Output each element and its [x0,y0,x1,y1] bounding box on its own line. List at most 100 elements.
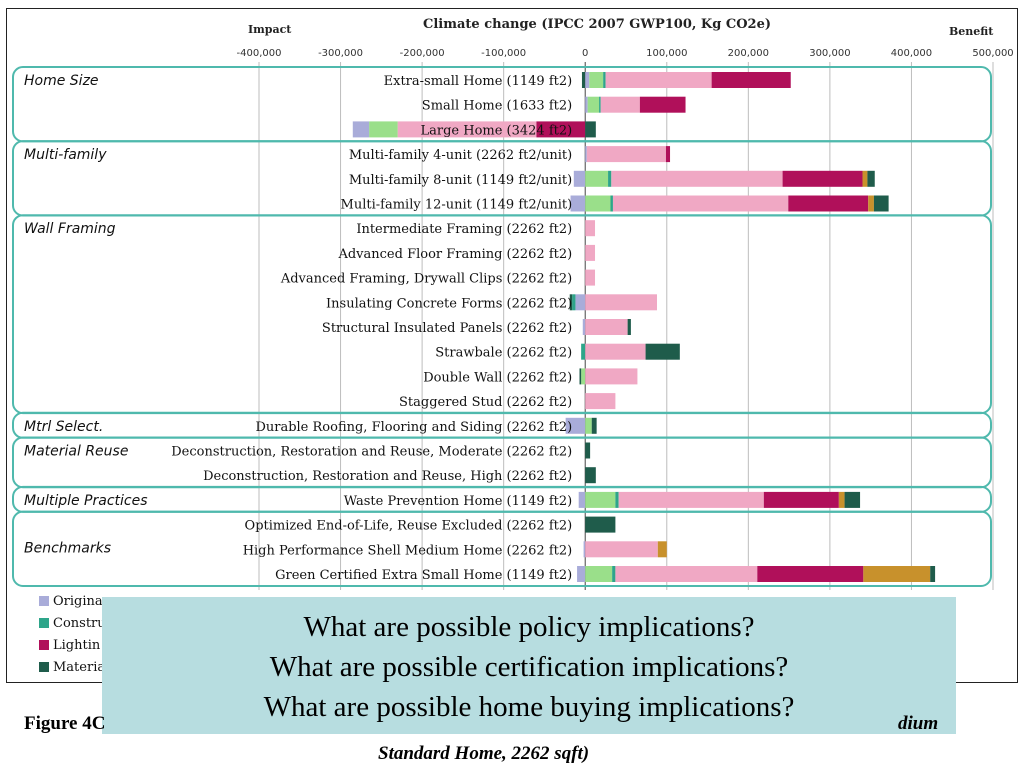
bar-segment [585,72,590,88]
group-label: Material Reuse [24,444,128,460]
bar-segment [585,195,611,212]
bar-segment [639,96,686,113]
bar-segment [585,146,587,163]
row-label: Insulating Concrete Forms (2262 ft2) [326,296,572,311]
bar-segment [763,491,839,508]
bar-segment [585,121,596,138]
bar-segment [581,368,586,385]
row-label: Large Home (3424 ft2) [420,123,572,138]
bar-segment [585,491,616,508]
group-box [12,510,992,588]
bar-segment [583,541,586,558]
bar-segment [578,491,586,508]
bar-segment [585,244,596,261]
bar-segment [603,72,606,88]
bar-segment [569,294,573,311]
legend-swatch [39,640,49,650]
bar-segment [873,195,889,212]
bar-segment [610,195,613,212]
bar-segment [585,442,591,459]
caption-line-1-tail: dium [898,713,939,734]
bar-segment [612,195,789,212]
legend-swatch [39,618,49,628]
caption-line-1: Figure 4C dium [24,713,938,735]
chart-title: Climate change (IPCC 2007 GWP100, Kg CO2… [423,17,771,32]
row-label: Green Certified Extra Small Home (1149 f… [275,568,572,583]
row-label: Extra-small Home (1149 ft2) [384,74,573,89]
bar-segment [585,368,638,385]
bar-segment [711,72,791,88]
axis-label-impact: Impact [248,23,292,36]
row-label: Durable Roofing, Flooring and Siding (22… [255,420,572,435]
bar-segment [570,195,586,212]
row-label: Intermediate Framing (2262 ft2) [356,222,572,237]
group-label: Multi-family [24,147,107,163]
discussion-callout: What are possible policy implications? W… [102,597,956,734]
row-label: Double Wall (2262 ft2) [423,370,572,385]
bar-segment [627,319,631,335]
bar-segment [782,170,863,187]
bar-segment [352,121,370,138]
bar-segment [615,566,758,582]
bar-segment [579,368,582,385]
bar-segment [608,170,612,187]
bar-segment [585,96,588,113]
bar-segment [575,294,586,311]
legend-swatch [39,596,49,606]
x-tick-label: 400,000 [891,48,932,59]
bar-segment [605,72,712,88]
bar-segment [572,294,576,311]
callout-line-policy: What are possible policy implications? [303,611,755,643]
group-label: Mtrl Select. [24,419,103,435]
bar-segment [585,170,609,187]
group-label: Multiple Practices [24,493,148,509]
x-tick-label: -100,000 [481,48,526,59]
bar-segment [612,566,616,582]
bar-segment [587,96,600,113]
legend-entry: Origina [53,594,103,609]
row-label: Optimized End-of-Life, Reuse Excluded (2… [245,519,573,534]
bar-segment [582,319,586,335]
bar-segment [611,170,783,187]
row-label: Advanced Floor Framing (2262 ft2) [337,247,572,262]
row-label: Multi-family 12-unit (1149 ft2/unit) [341,198,573,213]
bar-segment [585,269,596,286]
figure-label: Figure 4C [24,713,106,734]
callout-line-home-buying: What are possible home buying implicatio… [263,691,795,723]
bar-segment [862,170,868,187]
bar-segment [589,72,604,88]
bar-segment [585,294,657,311]
x-tick-label: 100,000 [646,48,687,59]
bar-segment [844,491,861,508]
caption-line-2: Standard Home, 2262 sqft) [378,743,590,764]
bar-segment [930,566,936,582]
bar-segment [665,146,671,163]
row-label: Strawbale (2262 ft2) [435,346,572,361]
bar-segment [586,146,666,163]
row-label: High Performance Shell Medium Home (2262… [243,543,573,558]
bar-segment [599,96,601,113]
row-label: Multi-family 8-unit (1149 ft2/unit) [349,173,572,188]
x-tick-label: -400,000 [237,48,282,59]
row-label: Staggered Stud (2262 ft2) [399,395,572,410]
bar-segment [585,516,616,533]
bar-segment [585,541,658,558]
bar-segment [585,319,628,335]
bar-segment [615,491,619,508]
row-label: Waste Prevention Home (1149 ft2) [344,494,572,509]
bar-segment [788,195,869,212]
bar-segment [585,220,596,237]
x-tick-label: 500,000 [972,48,1013,59]
bar-segment [581,343,586,360]
bar-segment [867,170,875,187]
x-tick-label: 200,000 [728,48,769,59]
bar-segment [591,417,597,434]
bar-segment [838,491,845,508]
bar-segment [397,121,537,138]
bar-segment [600,96,640,113]
bar-segment [369,121,398,138]
x-tick-label: -200,000 [400,48,445,59]
legend-entry: Materia [53,660,105,675]
bar-segment [585,467,596,484]
bar-segment [585,393,616,410]
